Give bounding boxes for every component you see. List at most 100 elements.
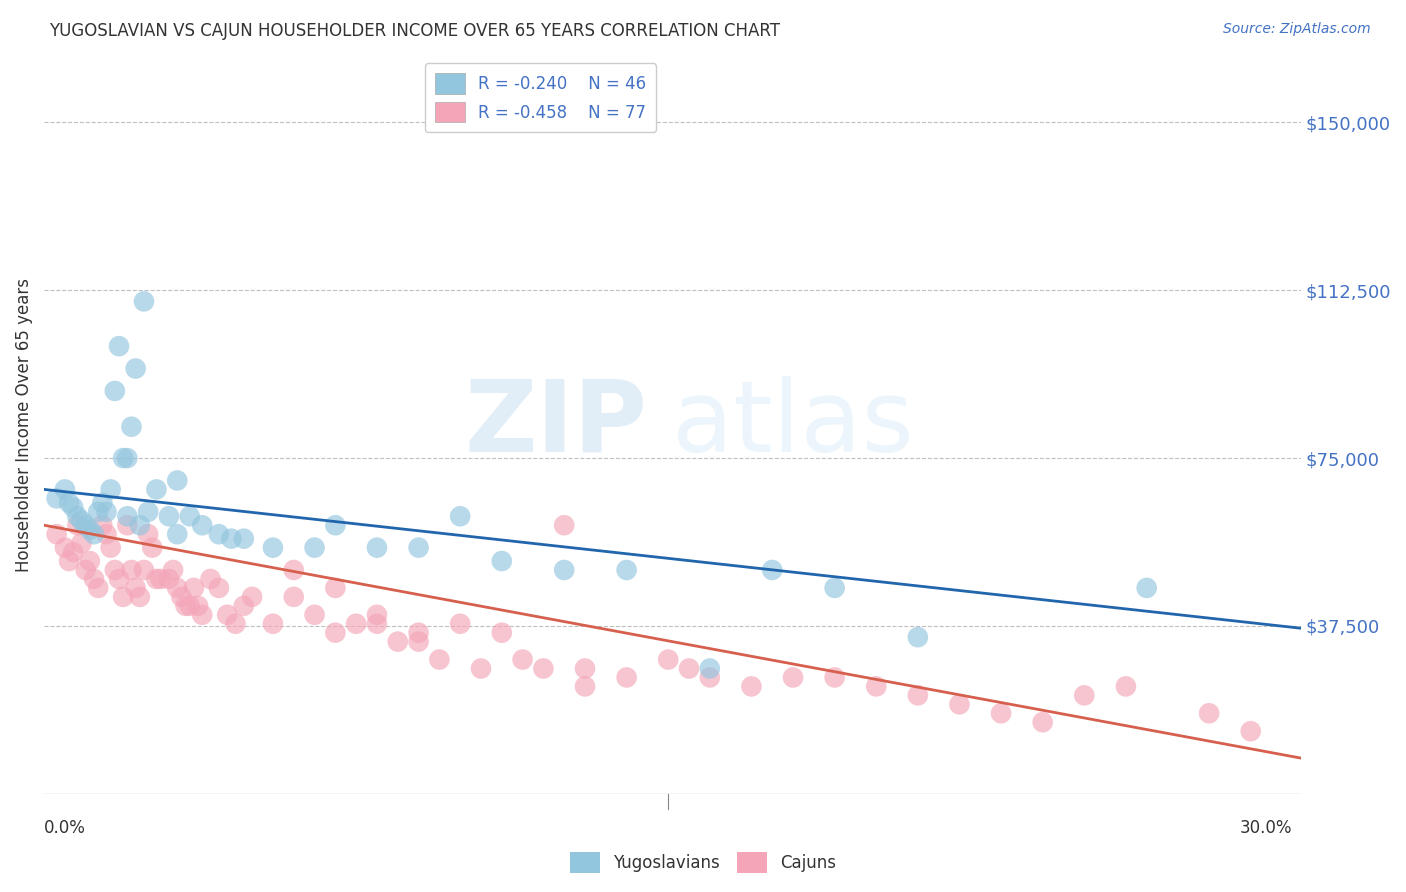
Point — [117, 509, 139, 524]
Point — [221, 532, 243, 546]
Point — [112, 590, 135, 604]
Point — [224, 616, 246, 631]
Point — [162, 563, 184, 577]
Point — [304, 541, 326, 555]
Point — [70, 514, 93, 528]
Point — [491, 625, 513, 640]
Point — [240, 590, 263, 604]
Point — [145, 483, 167, 497]
Point — [66, 518, 89, 533]
Point — [865, 680, 887, 694]
Point — [91, 496, 114, 510]
Point — [1136, 581, 1159, 595]
Point — [907, 689, 929, 703]
Point — [408, 625, 430, 640]
Point — [79, 523, 101, 537]
Text: 30.0%: 30.0% — [1240, 819, 1292, 837]
Point — [87, 505, 110, 519]
Point — [96, 505, 118, 519]
Point — [187, 599, 209, 613]
Point — [45, 527, 67, 541]
Point — [83, 527, 105, 541]
Point — [262, 541, 284, 555]
Legend: Yugoslavians, Cajuns: Yugoslavians, Cajuns — [564, 846, 842, 880]
Point — [121, 563, 143, 577]
Point — [191, 518, 214, 533]
Point — [191, 607, 214, 622]
Point — [574, 680, 596, 694]
Point — [283, 563, 305, 577]
Point — [678, 661, 700, 675]
Point — [58, 554, 80, 568]
Point — [75, 563, 97, 577]
Text: 0.0%: 0.0% — [44, 819, 86, 837]
Point — [470, 661, 492, 675]
Point — [1073, 689, 1095, 703]
Point — [79, 554, 101, 568]
Point — [449, 616, 471, 631]
Point — [157, 572, 180, 586]
Point — [761, 563, 783, 577]
Point — [366, 541, 388, 555]
Point — [108, 339, 131, 353]
Point — [183, 581, 205, 595]
Point — [616, 670, 638, 684]
Point — [132, 294, 155, 309]
Point — [1240, 724, 1263, 739]
Point — [491, 554, 513, 568]
Point — [75, 518, 97, 533]
Point — [616, 563, 638, 577]
Point — [217, 607, 239, 622]
Point — [990, 706, 1012, 721]
Point — [200, 572, 222, 586]
Point — [262, 616, 284, 631]
Point — [531, 661, 554, 675]
Point — [325, 518, 347, 533]
Point — [132, 563, 155, 577]
Point — [53, 541, 76, 555]
Point — [1115, 680, 1137, 694]
Point — [948, 698, 970, 712]
Point — [512, 652, 534, 666]
Point — [304, 607, 326, 622]
Point — [408, 541, 430, 555]
Point — [325, 625, 347, 640]
Point — [429, 652, 451, 666]
Point — [824, 581, 846, 595]
Point — [366, 616, 388, 631]
Point — [208, 527, 231, 541]
Point — [232, 599, 254, 613]
Point — [96, 527, 118, 541]
Point — [112, 451, 135, 466]
Point — [166, 581, 188, 595]
Point — [699, 670, 721, 684]
Point — [179, 509, 201, 524]
Point — [124, 361, 146, 376]
Point — [45, 491, 67, 506]
Point — [91, 518, 114, 533]
Point — [283, 590, 305, 604]
Point — [145, 572, 167, 586]
Point — [325, 581, 347, 595]
Point — [1198, 706, 1220, 721]
Point — [157, 509, 180, 524]
Text: Source: ZipAtlas.com: Source: ZipAtlas.com — [1223, 22, 1371, 37]
Point — [104, 384, 127, 398]
Point — [117, 518, 139, 533]
Point — [62, 545, 84, 559]
Point — [70, 536, 93, 550]
Point — [824, 670, 846, 684]
Point — [574, 661, 596, 675]
Point — [121, 419, 143, 434]
Point — [136, 505, 159, 519]
Point — [87, 581, 110, 595]
Point — [208, 581, 231, 595]
Point — [128, 518, 150, 533]
Point — [657, 652, 679, 666]
Point — [782, 670, 804, 684]
Point — [166, 474, 188, 488]
Legend: R = -0.240    N = 46, R = -0.458    N = 77: R = -0.240 N = 46, R = -0.458 N = 77 — [425, 63, 657, 133]
Y-axis label: Householder Income Over 65 years: Householder Income Over 65 years — [15, 277, 32, 572]
Point — [136, 527, 159, 541]
Point — [174, 599, 197, 613]
